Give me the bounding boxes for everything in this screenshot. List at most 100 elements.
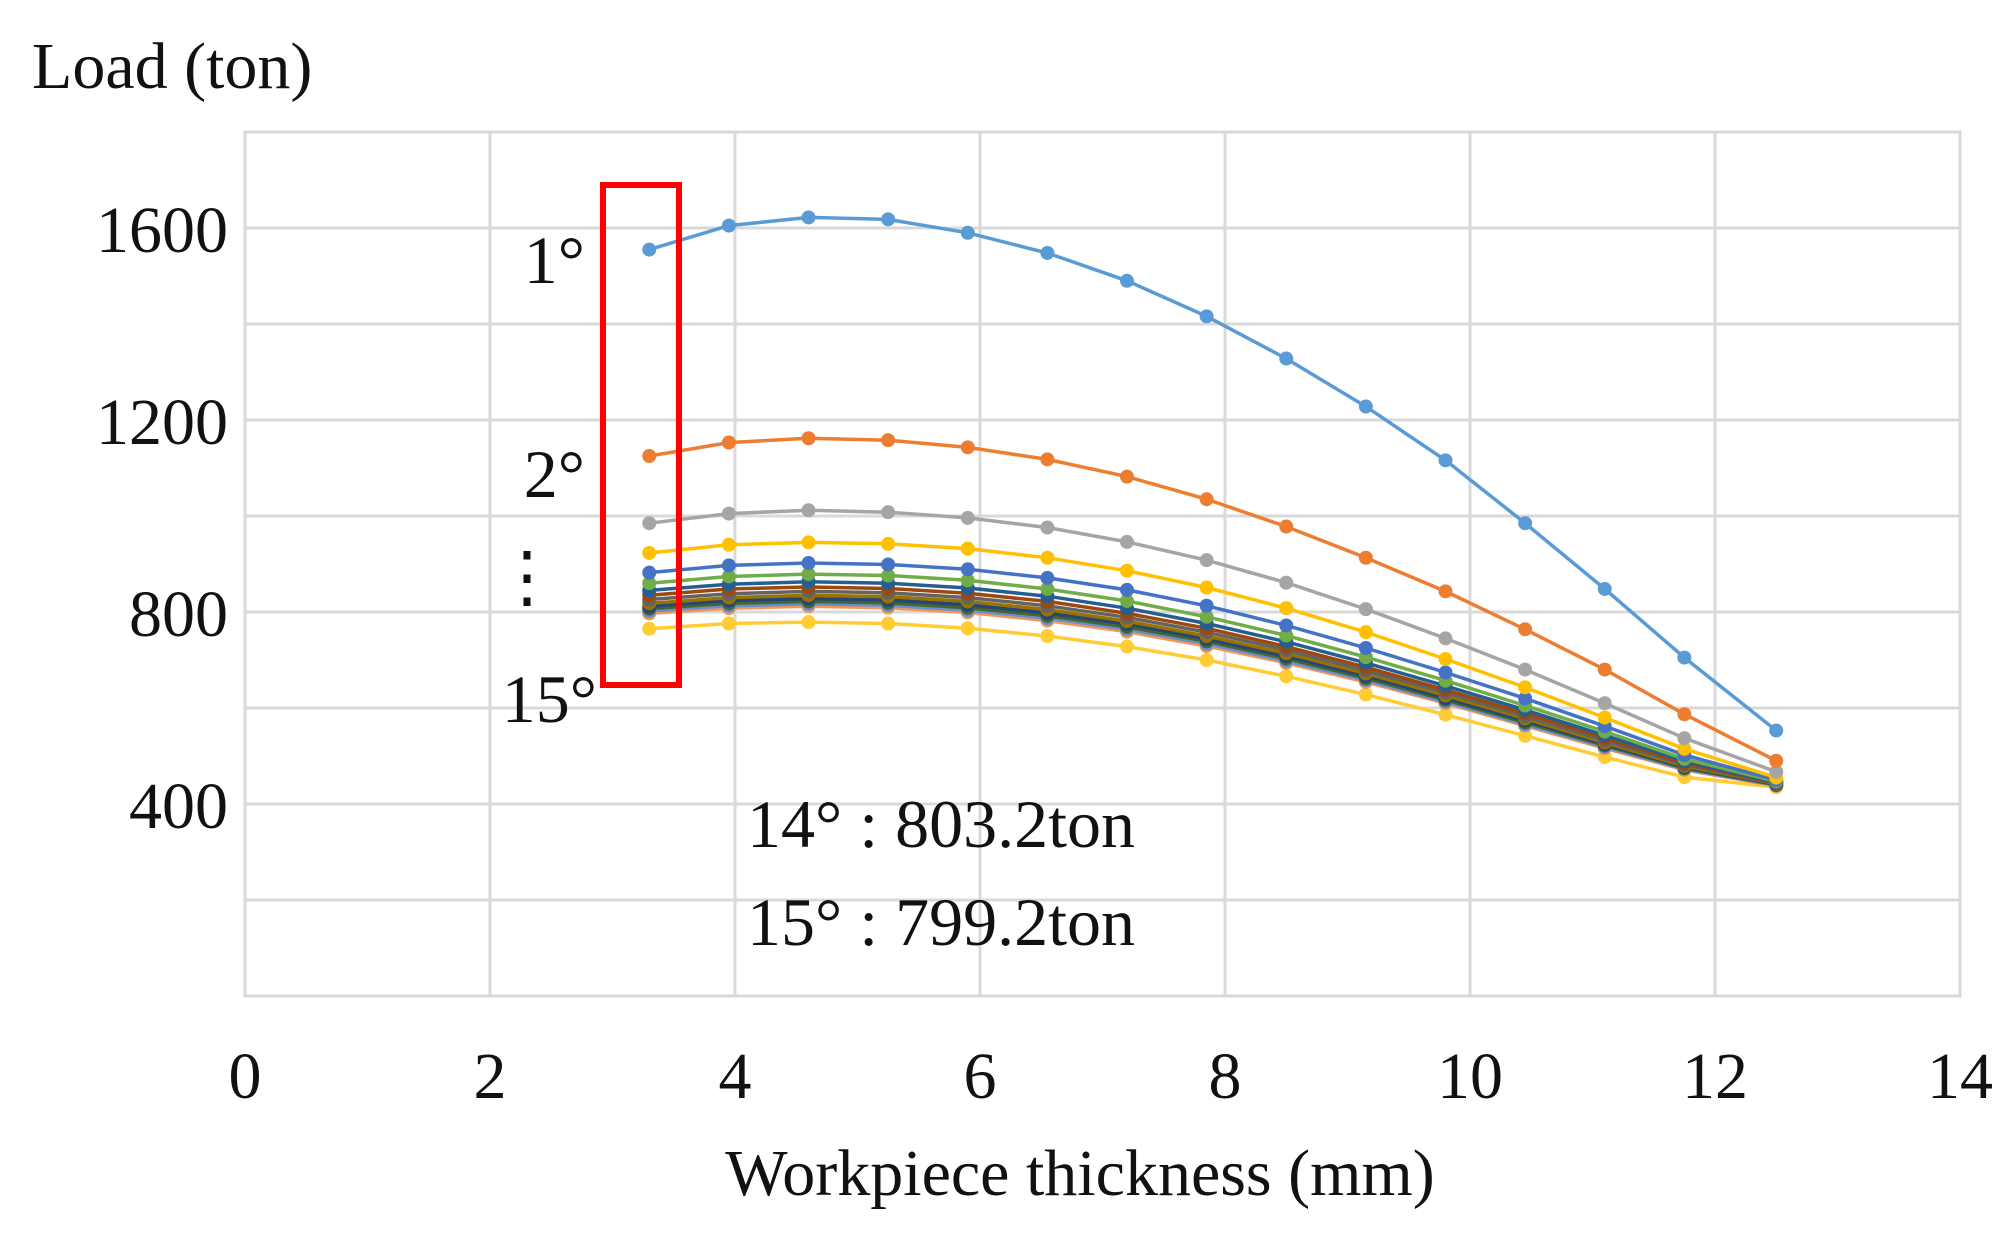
series-line [642, 503, 1784, 779]
y-tick-labels: 400 800 1200 1600 [96, 194, 228, 843]
data-point [642, 449, 657, 463]
data-point [1040, 581, 1055, 596]
data-point [801, 431, 816, 446]
data-point [1518, 680, 1533, 695]
data-point [960, 225, 975, 240]
plot-frame [243, 130, 1962, 998]
data-point [1279, 351, 1294, 366]
data-point [1199, 653, 1214, 667]
data-point [1438, 707, 1453, 722]
data-point [1438, 652, 1453, 667]
data-point [881, 536, 896, 551]
data-point [642, 621, 657, 636]
data-point [1597, 710, 1612, 725]
data-point [1518, 662, 1533, 677]
x-tick-label: 6 [964, 1040, 997, 1113]
data-point [1677, 731, 1692, 746]
data-point [1677, 741, 1692, 756]
data-point [1518, 622, 1533, 637]
series-group [642, 210, 1784, 795]
data-point [1040, 245, 1055, 260]
series-line [642, 431, 1784, 768]
series-line [642, 556, 1784, 787]
data-point [801, 503, 816, 518]
data-point [1040, 570, 1055, 585]
data-point [721, 506, 736, 521]
annotation-15-degree: 15° : 799.2ton [747, 884, 1135, 960]
data-point [1677, 650, 1692, 665]
data-point [1518, 728, 1533, 743]
data-point [721, 218, 736, 233]
x-tick-labels: 0 2 4 6 8 10 12 14 [229, 1040, 1994, 1113]
data-point [1358, 550, 1373, 565]
label-ellipsis: ⋮ [493, 539, 561, 615]
data-point [721, 616, 736, 631]
data-point [1358, 602, 1373, 617]
data-point [1199, 580, 1214, 595]
data-point [881, 557, 896, 572]
data-point [881, 505, 896, 520]
data-point [642, 565, 657, 580]
data-point [1358, 641, 1373, 655]
data-point [1358, 687, 1373, 702]
y-tick-label: 800 [129, 578, 228, 651]
data-point [960, 621, 975, 636]
data-point [1769, 723, 1784, 738]
x-tick-label: 10 [1437, 1040, 1503, 1113]
data-point [1677, 707, 1692, 722]
x-tick-label: 0 [229, 1040, 262, 1113]
data-point [1040, 629, 1055, 643]
data-point [1769, 753, 1784, 768]
data-point [1120, 563, 1134, 578]
data-point [1358, 625, 1373, 640]
data-point [801, 210, 816, 225]
data-point [1279, 628, 1294, 643]
x-tick-label: 14 [1927, 1040, 1993, 1113]
data-point [1199, 598, 1214, 613]
data-point [1769, 764, 1784, 779]
data-point [1279, 618, 1294, 633]
data-point [1040, 452, 1055, 467]
data-point [1120, 273, 1134, 288]
data-point [1120, 593, 1134, 608]
data-point [1199, 609, 1214, 624]
data-point [1358, 399, 1373, 414]
data-point [801, 567, 816, 582]
data-point [881, 433, 896, 448]
data-point [721, 558, 736, 573]
data-point [1597, 696, 1612, 711]
data-point [1438, 665, 1453, 680]
data-point [721, 537, 736, 552]
data-point [801, 535, 816, 550]
data-point [642, 516, 657, 531]
data-point [1120, 582, 1134, 597]
data-point [1438, 584, 1453, 599]
data-point [960, 541, 975, 556]
data-point [1199, 553, 1214, 568]
data-point [1279, 669, 1294, 684]
data-point [1120, 469, 1134, 484]
data-point [1120, 639, 1134, 654]
data-point [1597, 662, 1612, 677]
data-point [642, 545, 657, 560]
data-point [1199, 309, 1214, 324]
data-point [881, 212, 896, 227]
label-1-degree: 1° [524, 222, 585, 298]
label-2-degree: 2° [524, 436, 585, 512]
data-point [960, 440, 975, 455]
data-point [1438, 453, 1453, 468]
label-15-degree: 15° [502, 661, 597, 737]
y-tick-label: 1200 [96, 386, 228, 459]
x-tick-label: 4 [719, 1040, 752, 1113]
data-point [960, 562, 975, 577]
grid [245, 132, 1960, 996]
data-point [1279, 575, 1294, 590]
data-point [1120, 534, 1134, 549]
data-point [642, 576, 657, 591]
series-path [648, 215, 1778, 732]
data-point [1279, 519, 1294, 534]
data-point [1199, 492, 1214, 507]
series-line [642, 210, 1784, 738]
data-point [960, 510, 975, 525]
x-tick-label: 2 [474, 1040, 507, 1113]
